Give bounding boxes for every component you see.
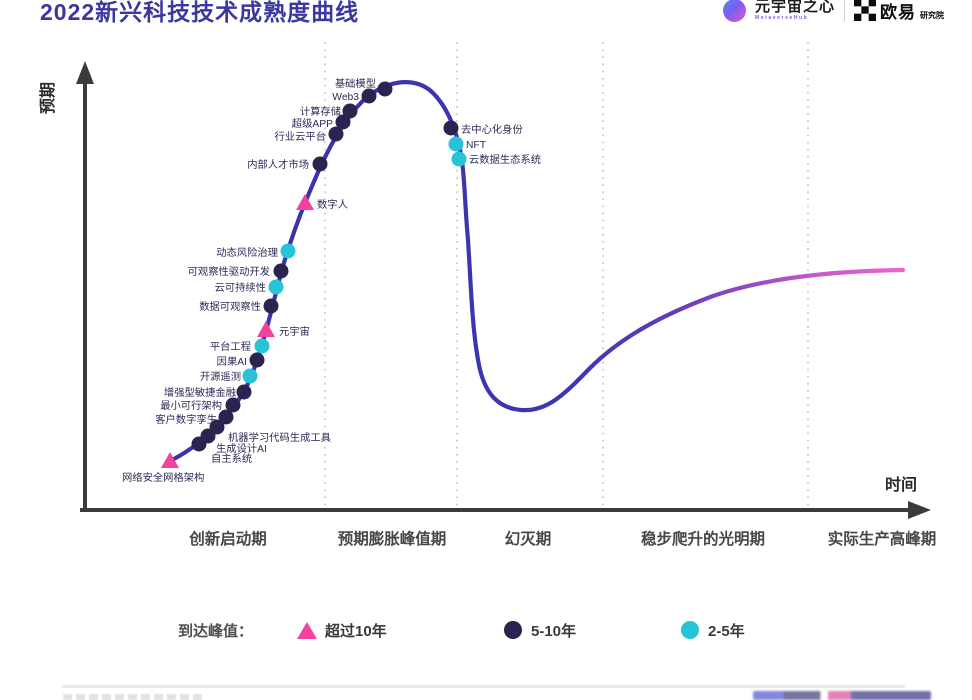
- hype-point-marker: [335, 114, 351, 130]
- legend-cyan-dot-icon: [681, 621, 699, 639]
- hype-point-marker: [296, 194, 314, 210]
- hype-point-marker: [448, 136, 464, 152]
- okx-brand: 欧易 研究院: [854, 0, 944, 21]
- hype-point-label: 开源遥测: [200, 370, 241, 383]
- hype-cycle-chart: 预期 时间 网络安全网格架构自主系统生成设计AI机器学习代码生成工具客户数字孪生…: [38, 42, 937, 548]
- hype-point-label: 可观察性驱动开发: [188, 265, 270, 278]
- hype-point-marker: [225, 397, 241, 413]
- phase-trough-of-disillusionment: 幻灭期: [505, 529, 552, 548]
- hype-point-label: 数字人: [317, 198, 348, 211]
- technology-points: 网络安全网格架构自主系统生成设计AI机器学习代码生成工具客户数字孪生最小可行架构…: [122, 77, 541, 484]
- hype-point-marker: [280, 243, 296, 259]
- hype-point-label: 自主系统: [211, 452, 252, 465]
- hype-point-marker: [377, 81, 393, 97]
- hype-point-label: Web3: [332, 92, 359, 103]
- header-brand-row: 元宇宙之心 MetaverseHub 欧易 研究院: [722, 0, 944, 27]
- hype-point-label: 云数据生态系统: [469, 153, 541, 166]
- legend-triangle-icon: [297, 621, 317, 639]
- x-axis-arrowhead: [908, 501, 931, 519]
- hype-point-label: 最小可行架构: [160, 399, 222, 412]
- hype-point-marker: [263, 298, 279, 314]
- hype-point-label: 元宇宙: [279, 325, 310, 338]
- hype-point-marker: [268, 279, 284, 295]
- hype-point-marker: [312, 156, 328, 172]
- hype-point-label: 机器学习代码生成工具: [228, 431, 331, 444]
- metaversehub-logo-icon: [722, 0, 746, 22]
- legend-dark-dot-icon: [504, 621, 522, 639]
- hype-point-label: 增强型敏捷金融: [164, 386, 236, 399]
- hype-point-marker: [257, 321, 275, 337]
- hype-point-marker: [161, 452, 179, 468]
- hype-point-label: 超级APP: [292, 117, 333, 130]
- x-axis-label: 时间: [885, 475, 917, 494]
- footer-clipped-text-right: [753, 691, 931, 700]
- legend-item-over-10y: 超过10年: [297, 619, 387, 641]
- hype-point-marker: [443, 120, 459, 136]
- hype-point-marker: [254, 338, 270, 354]
- hype-point-label: 内部人才市场: [247, 158, 309, 171]
- hype-point-label: 网络安全网格架构: [122, 471, 204, 484]
- y-axis-arrowhead: [76, 61, 94, 84]
- hype-point-marker: [209, 419, 225, 435]
- phase-separator-gridlines: [324, 42, 809, 508]
- hype-point-marker: [342, 103, 358, 119]
- hype-point-marker: [328, 126, 344, 142]
- brand-divider: [844, 0, 845, 21]
- hype-point-label: 平台工程: [210, 340, 251, 353]
- phase-peak-of-expectations: 预期膨胀峰值期: [338, 529, 447, 548]
- page-title: 2022新兴科技技术成熟度曲线: [40, 0, 360, 25]
- legend-title: 到达峰值：: [178, 622, 254, 640]
- metaversehub-brand: 元宇宙之心 MetaverseHub: [755, 0, 835, 21]
- footer-clipped-text-left: [63, 694, 203, 700]
- okx-brand-name: 欧易: [880, 3, 916, 22]
- hype-point-label: 行业云平台: [275, 130, 326, 143]
- phase-slope-of-enlightenment: 稳步爬升的光明期: [641, 529, 765, 548]
- hype-point-label: 计算存储: [300, 105, 341, 118]
- y-axis-label: 预期: [38, 82, 57, 114]
- hype-point-marker: [249, 352, 265, 368]
- okx-logo-icon: [854, 0, 876, 21]
- hype-point-label: 动态风险治理: [216, 246, 278, 259]
- okx-brand-sub: 研究院: [920, 11, 944, 20]
- hype-point-label: NFT: [466, 140, 487, 151]
- phase-plateau-of-productivity: 实际生产高峰期: [828, 529, 937, 548]
- legend-label-5-10y: 5-10年: [531, 622, 577, 640]
- hype-point-marker: [273, 263, 289, 279]
- legend-label-over-10y: 超过10年: [325, 622, 387, 640]
- hype-point-label: 因果AI: [217, 356, 247, 368]
- hype-point-label: 云可持续性: [215, 281, 266, 294]
- footer-divider: [62, 685, 905, 688]
- metaversehub-brand-sub: MetaverseHub: [754, 15, 809, 21]
- hype-point-marker: [361, 88, 377, 104]
- hype-point-marker: [218, 409, 234, 425]
- hype-point-marker: [242, 368, 258, 384]
- legend-item-2-5y: 2-5年: [681, 619, 745, 641]
- legend-item-5-10y: 5-10年: [504, 619, 576, 641]
- hype-point-label: 基础模型: [335, 77, 376, 90]
- hype-point-label: 生成设计AI: [216, 442, 267, 455]
- phase-innovation-trigger: 创新启动期: [188, 529, 267, 548]
- hype-point-label: 去中心化身份: [461, 123, 523, 136]
- legend-label-2-5y: 2-5年: [708, 622, 745, 640]
- hype-point-label: 数据可观察性: [199, 300, 261, 313]
- hype-point-marker: [451, 151, 467, 167]
- metaversehub-brand-name: 元宇宙之心: [754, 0, 835, 15]
- hype-point-label: 客户数字孪生: [155, 413, 217, 426]
- hype-point-marker: [236, 384, 252, 400]
